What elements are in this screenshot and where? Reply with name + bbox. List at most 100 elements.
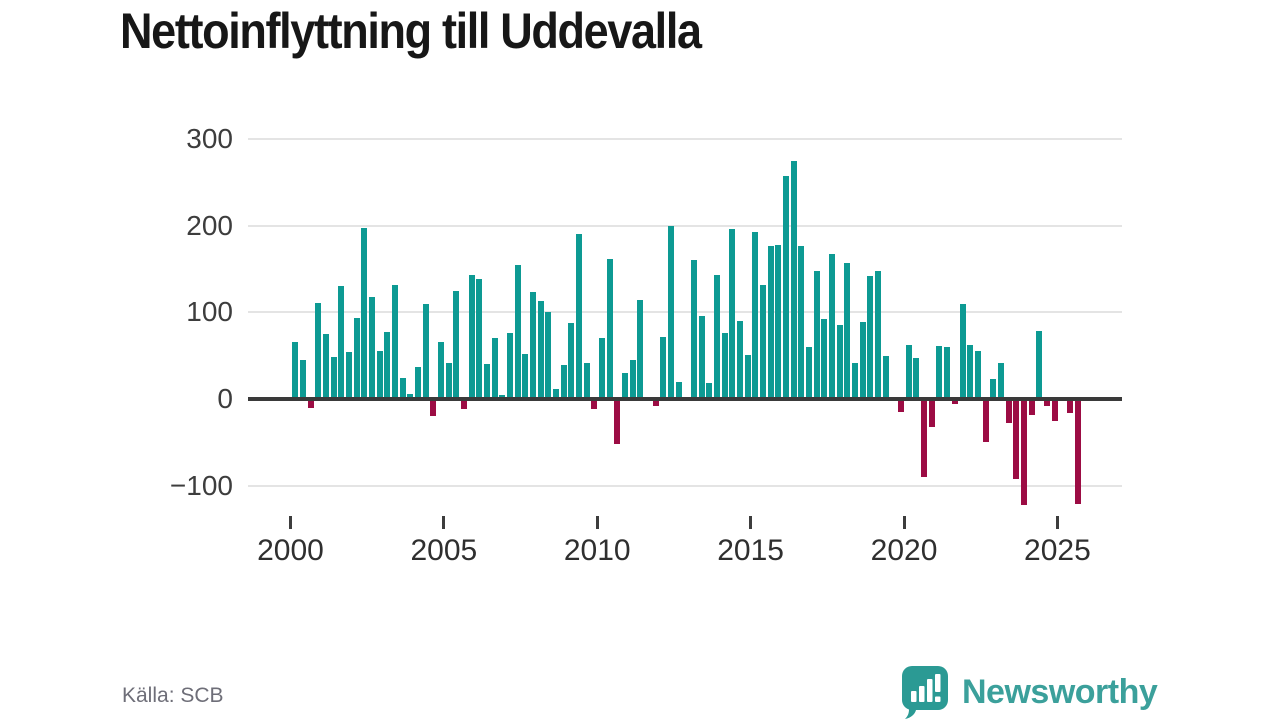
bar bbox=[813, 270, 820, 399]
bar bbox=[760, 284, 767, 399]
x-axis-tick bbox=[1055, 516, 1059, 529]
bar bbox=[974, 351, 981, 399]
bar bbox=[829, 254, 836, 399]
bar bbox=[468, 275, 475, 399]
bar bbox=[415, 366, 421, 399]
bar bbox=[591, 399, 598, 410]
x-axis-tick-label: 2010 bbox=[563, 534, 631, 567]
bar bbox=[353, 317, 360, 399]
bar bbox=[1005, 399, 1012, 424]
bar bbox=[299, 360, 306, 399]
bar bbox=[775, 244, 782, 399]
bar bbox=[345, 352, 352, 399]
chart-title: Nettoinflyttning till Uddevalla bbox=[120, 3, 702, 59]
y-axis-tick-label: 200 bbox=[186, 209, 233, 241]
bar bbox=[430, 399, 437, 417]
bar bbox=[921, 399, 928, 477]
bar bbox=[614, 399, 621, 445]
bar bbox=[507, 333, 514, 399]
x-axis-tick-label: 2000 bbox=[257, 534, 324, 567]
bar bbox=[384, 332, 391, 399]
bar bbox=[721, 333, 728, 399]
bar bbox=[461, 399, 468, 410]
gridline bbox=[248, 484, 1122, 487]
bar bbox=[936, 346, 943, 399]
brand-footer: Newsworthy bbox=[900, 664, 1158, 720]
x-axis-tick-label: 2025 bbox=[1024, 534, 1091, 567]
bar bbox=[990, 379, 997, 399]
bar bbox=[545, 312, 552, 399]
bar bbox=[691, 259, 698, 399]
gridline bbox=[248, 138, 1122, 141]
bar bbox=[292, 341, 299, 399]
bar bbox=[514, 264, 521, 399]
bar bbox=[737, 321, 744, 399]
bar bbox=[368, 296, 375, 399]
newsworthy-logo-icon bbox=[902, 666, 948, 719]
bar bbox=[484, 364, 491, 399]
bar bbox=[553, 388, 560, 399]
bar bbox=[330, 356, 337, 399]
bar bbox=[844, 263, 851, 399]
bar bbox=[1043, 399, 1050, 406]
bar bbox=[315, 302, 322, 399]
x-axis-tick-label: 2005 bbox=[410, 534, 478, 567]
bar bbox=[729, 229, 736, 399]
bar bbox=[668, 225, 675, 399]
bar bbox=[675, 381, 682, 399]
bar bbox=[629, 360, 636, 399]
bar bbox=[967, 345, 974, 399]
source-label: Källa: SCB bbox=[122, 684, 224, 707]
bar bbox=[422, 303, 429, 399]
bar bbox=[453, 290, 460, 399]
bar bbox=[852, 362, 859, 399]
bar bbox=[798, 245, 805, 399]
bar bbox=[1036, 331, 1043, 399]
x-axis-tick bbox=[902, 516, 906, 529]
bar bbox=[1066, 399, 1073, 413]
bar bbox=[376, 351, 383, 399]
bar bbox=[836, 325, 843, 399]
bar bbox=[361, 228, 368, 399]
bar bbox=[821, 319, 828, 399]
bar bbox=[875, 270, 882, 399]
y-axis-tick-label: −100 bbox=[169, 469, 233, 501]
x-axis-tick-label: 2015 bbox=[717, 534, 784, 567]
y-axis-tick-label: 100 bbox=[186, 296, 233, 328]
bar bbox=[867, 276, 874, 399]
bar bbox=[307, 399, 314, 408]
bar bbox=[407, 393, 414, 399]
bar bbox=[706, 383, 713, 399]
x-axis-tick bbox=[289, 516, 292, 529]
bar bbox=[568, 322, 575, 399]
bar bbox=[744, 354, 751, 399]
bar bbox=[599, 338, 606, 399]
bar bbox=[790, 160, 797, 399]
bar bbox=[583, 362, 590, 399]
bar bbox=[445, 362, 452, 399]
bar bbox=[997, 363, 1004, 399]
y-axis-tick-label: 0 bbox=[217, 383, 233, 414]
gridline bbox=[248, 311, 1122, 314]
bar bbox=[951, 399, 958, 405]
bar bbox=[959, 303, 966, 399]
bar bbox=[391, 284, 398, 399]
bar bbox=[767, 245, 774, 399]
bar bbox=[1074, 399, 1081, 504]
bar bbox=[806, 347, 813, 399]
bar bbox=[637, 300, 644, 399]
newsworthy-wordmark: Newsworthy bbox=[962, 673, 1158, 711]
bar bbox=[338, 286, 345, 399]
x-axis-tick-label: 2020 bbox=[870, 534, 938, 567]
x-axis-tick bbox=[595, 516, 599, 529]
bar bbox=[576, 233, 583, 399]
x-axis-tick bbox=[749, 516, 753, 529]
bar bbox=[698, 315, 705, 399]
bar bbox=[476, 278, 483, 399]
bar bbox=[913, 358, 920, 399]
bar bbox=[522, 353, 529, 399]
bar bbox=[905, 345, 912, 399]
bar bbox=[399, 378, 406, 399]
